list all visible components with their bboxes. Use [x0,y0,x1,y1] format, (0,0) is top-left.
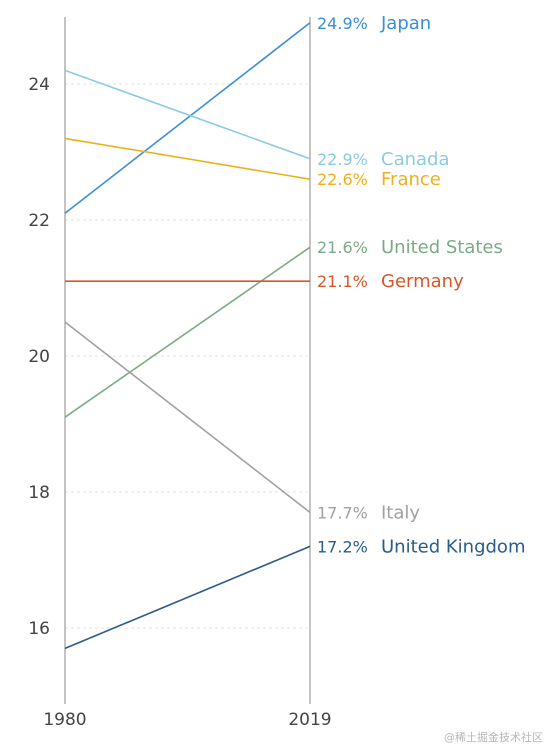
y-tick-22: 22 [28,211,50,231]
series-name-france: France [381,169,441,190]
series-name-japan: Japan [380,13,431,34]
series-name-united-states: United States [381,237,503,258]
series-line-canada [64,69,311,160]
series-name-italy: Italy [381,502,420,523]
series-name-united-kingdom: United Kingdom [381,536,525,557]
y-tick-18: 18 [28,483,50,503]
value-label-germany: 21.1% [317,272,368,291]
value-label-canada: 22.9% [317,150,368,169]
value-label-france: 22.6% [317,170,368,189]
value-label-united-kingdom: 17.2% [317,537,368,556]
watermark: @稀土掘金技术社区 [444,731,543,744]
y-tick-16: 16 [28,619,50,639]
value-label-italy: 17.7% [317,503,368,522]
series-line-italy [64,321,311,514]
value-label-united-states: 21.6% [317,238,368,257]
x-tick-1980: 1980 [43,710,86,730]
y-tick-20: 20 [28,347,50,367]
value-label-japan: 24.9% [317,14,368,33]
series-line-france [64,137,311,180]
series-line-japan [64,22,311,214]
series-name-canada: Canada [381,149,450,170]
series-line-united-states [64,246,311,418]
x-tick-2019: 2019 [288,710,331,730]
y-tick-24: 24 [28,75,50,95]
series-name-germany: Germany [381,271,464,292]
series-line-united-kingdom [64,545,311,650]
